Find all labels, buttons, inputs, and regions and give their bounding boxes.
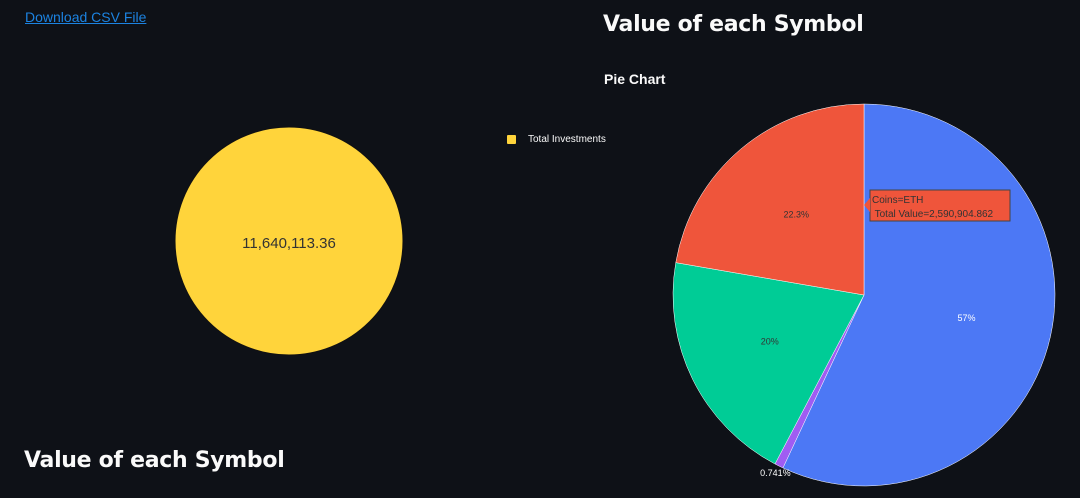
pie-slice-label-2: 20% <box>761 336 779 346</box>
symbol-value-pie-chart: 57% 0.741% 20% 22.3% Coins=ETH Total Value=… <box>672 103 1056 487</box>
hover-tooltip: Coins=ETH Total Value=2,590,904.862 <box>864 189 1011 222</box>
legend-label: Total Investments <box>528 134 606 145</box>
total-investments-slice[interactable] <box>174 126 404 356</box>
tooltip-pointer <box>864 198 870 212</box>
total-investments-chart: 11,640,113.36 <box>174 126 404 356</box>
pie-slice-label-1: 0.741% <box>760 468 791 478</box>
pie-slice-3[interactable] <box>675 103 865 296</box>
pie-slices <box>672 103 1056 487</box>
total-investments-value: 11,640,113.36 <box>242 235 336 252</box>
pie-slice-label-0: 57% <box>958 313 976 323</box>
pie-labels: 57% 0.741% 20% 22.3% <box>760 210 975 479</box>
pie-slice-2[interactable] <box>672 262 865 465</box>
download-csv-link[interactable]: Download CSV File <box>25 9 147 25</box>
pie-chart-subheading: Pie Chart <box>604 71 666 87</box>
tooltip-box <box>869 189 1011 222</box>
pie-slice-label-3: 22.3% <box>784 210 810 220</box>
legend-swatch <box>507 135 516 144</box>
section-heading-right: Value of each Symbol <box>603 12 864 37</box>
chart-legend[interactable]: Total Investments <box>507 134 606 145</box>
tooltip-line-2: Total Value=2,590,904.862 <box>872 209 994 220</box>
section-heading-left: Value of each Symbol <box>24 448 285 473</box>
tooltip-line-1: Coins=ETH <box>872 195 923 206</box>
